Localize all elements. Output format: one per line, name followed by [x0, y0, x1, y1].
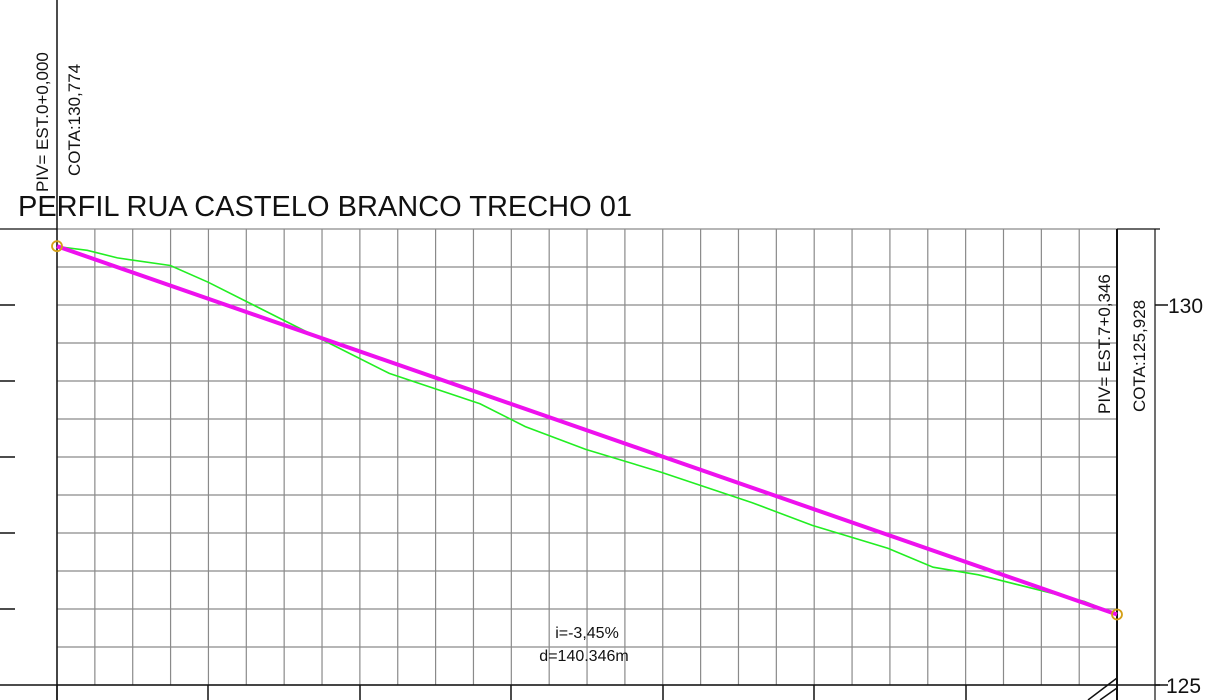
corner-arrow-diagonal-inner [1099, 687, 1118, 700]
corner-arrow-diagonal [1087, 677, 1118, 700]
piv-start-station: PIV= EST.0+0,000 [33, 52, 52, 192]
axis-tick-label-130: 130 [1168, 295, 1203, 318]
slope-distance-label: d=140.346m [539, 648, 628, 665]
frame [0, 0, 1168, 700]
piv-marker [1111, 608, 1123, 621]
grid [56, 228, 1118, 686]
piv-end-station: PIV= EST.7+0,346 [1095, 274, 1114, 414]
profile-title: PERFIL RUA CASTELO BRANCO TRECHO 01 [18, 191, 632, 223]
axis-tick-label-125: 125 [1166, 675, 1201, 698]
piv-start-elevation: COTA:130,774 [65, 64, 84, 176]
series-layer [56, 244, 1118, 617]
terrain-profile-line [56, 245, 1118, 616]
design-grade-line [56, 244, 1118, 617]
piv-end-elevation: COTA:125,928 [1130, 300, 1149, 412]
slope-grade-label: i=-3,45% [555, 625, 619, 642]
piv-layer [51, 240, 1123, 621]
piv-marker [51, 240, 63, 253]
